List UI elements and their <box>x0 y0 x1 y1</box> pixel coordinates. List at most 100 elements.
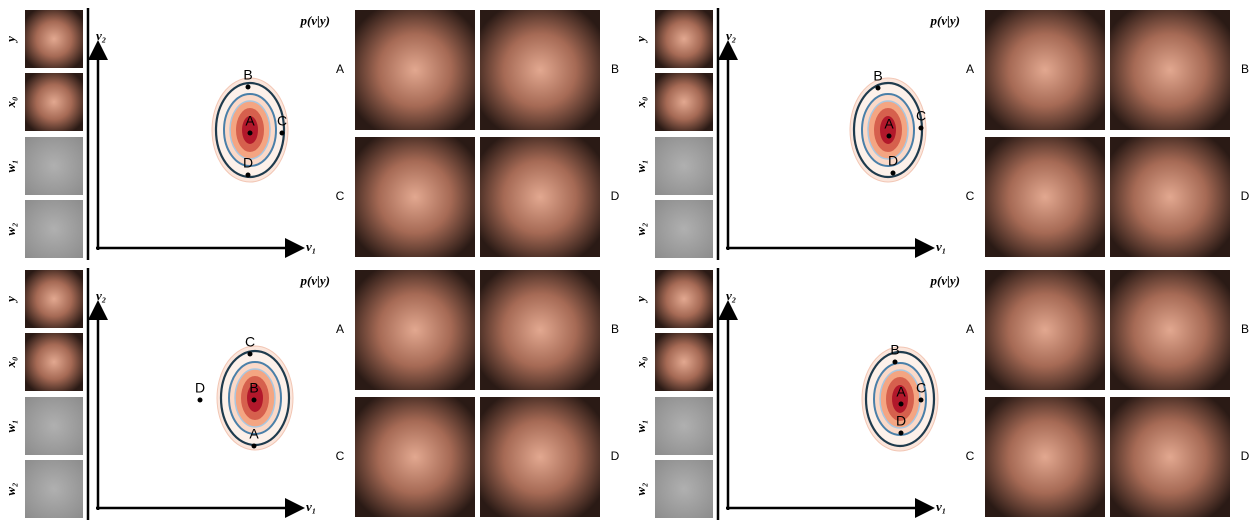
axis-label-x: v₁ <box>936 499 946 514</box>
sample-point <box>918 125 924 131</box>
row-label: y <box>633 296 648 304</box>
axis-label-y: v₂ <box>726 28 736 43</box>
row-label: w₂ <box>3 222 18 235</box>
axis-label-y: v₂ <box>726 288 736 303</box>
image-label: B <box>1241 322 1249 336</box>
sample-image <box>1110 270 1230 390</box>
density-contour <box>892 385 908 413</box>
density-label: p(v|y) <box>299 273 330 288</box>
sample-point <box>890 170 896 176</box>
sample-point <box>251 443 257 449</box>
axis-label-x: v₁ <box>936 239 946 254</box>
image-label: B <box>611 322 619 336</box>
row-label: w₂ <box>633 222 648 235</box>
thumbnail <box>655 333 713 391</box>
sample-point <box>918 397 924 403</box>
sample-point <box>245 172 251 178</box>
sample-image <box>480 10 600 130</box>
point-label: A <box>896 384 906 400</box>
point-label: A <box>245 113 255 129</box>
row-label: x₀ <box>633 356 648 368</box>
row-label: y <box>3 296 18 304</box>
row-label: y <box>3 36 18 44</box>
sample-point <box>875 85 881 91</box>
row-label: w₁ <box>633 419 648 432</box>
sample-point <box>898 430 904 436</box>
point-label: B <box>890 342 899 358</box>
image-label: B <box>1241 62 1249 76</box>
row-label: x₀ <box>3 356 18 368</box>
thumbnail <box>25 460 83 518</box>
thumbnail <box>655 10 713 68</box>
sample-point <box>251 397 257 403</box>
thumbnail <box>655 137 713 195</box>
sample-point <box>245 84 251 90</box>
point-label: D <box>896 413 906 429</box>
image-label: C <box>336 449 345 463</box>
sample-point <box>247 351 253 357</box>
sample-image <box>985 397 1105 517</box>
sample-image <box>355 137 475 257</box>
image-label: A <box>966 322 974 336</box>
point-label: A <box>884 116 894 132</box>
sample-point <box>892 359 898 365</box>
sample-image <box>1110 10 1230 130</box>
image-label: D <box>1241 189 1250 203</box>
axis-label-y: v₂ <box>96 288 106 303</box>
axis-label-x: v₁ <box>306 239 316 254</box>
sample-point <box>197 397 203 403</box>
row-label: x₀ <box>3 96 18 108</box>
sample-image <box>480 397 600 517</box>
thumbnail <box>25 10 83 68</box>
row-label: x₀ <box>633 96 648 108</box>
point-label: C <box>245 334 255 350</box>
sample-image <box>355 270 475 390</box>
image-label: C <box>966 189 975 203</box>
point-label: A <box>249 426 259 442</box>
image-label: C <box>336 189 345 203</box>
sample-image <box>1110 137 1230 257</box>
axis-label-x: v₁ <box>306 499 316 514</box>
image-label: D <box>611 449 620 463</box>
thumbnail <box>25 333 83 391</box>
point-label: B <box>243 67 252 83</box>
sample-point <box>898 401 904 407</box>
image-label: A <box>966 62 974 76</box>
thumbnail <box>655 73 713 131</box>
sample-point <box>279 130 285 136</box>
sample-point <box>886 133 892 139</box>
thumbnail <box>655 460 713 518</box>
row-label: w₂ <box>633 482 648 495</box>
image-label: D <box>1241 449 1250 463</box>
row-label: w₁ <box>3 419 18 432</box>
sample-image <box>480 137 600 257</box>
image-label: D <box>611 189 620 203</box>
density-contour <box>880 116 896 144</box>
sample-image <box>355 397 475 517</box>
row-label: w₁ <box>3 159 18 172</box>
point-label: C <box>277 113 287 129</box>
sample-image <box>1110 397 1230 517</box>
thumbnail <box>655 200 713 258</box>
sample-point <box>247 130 253 136</box>
thumbnail <box>25 200 83 258</box>
thumbnail <box>25 270 83 328</box>
point-label: D <box>888 153 898 169</box>
image-label: C <box>966 449 975 463</box>
density-label: p(v|y) <box>299 13 330 28</box>
sample-image <box>480 270 600 390</box>
density-label: p(v|y) <box>929 273 960 288</box>
point-label: B <box>873 68 882 84</box>
point-label: C <box>916 380 926 396</box>
point-label: B <box>249 380 258 396</box>
thumbnail <box>25 73 83 131</box>
image-label: B <box>611 62 619 76</box>
image-label: A <box>336 322 344 336</box>
sample-image <box>985 137 1105 257</box>
thumbnail <box>25 397 83 455</box>
point-label: D <box>195 380 205 396</box>
